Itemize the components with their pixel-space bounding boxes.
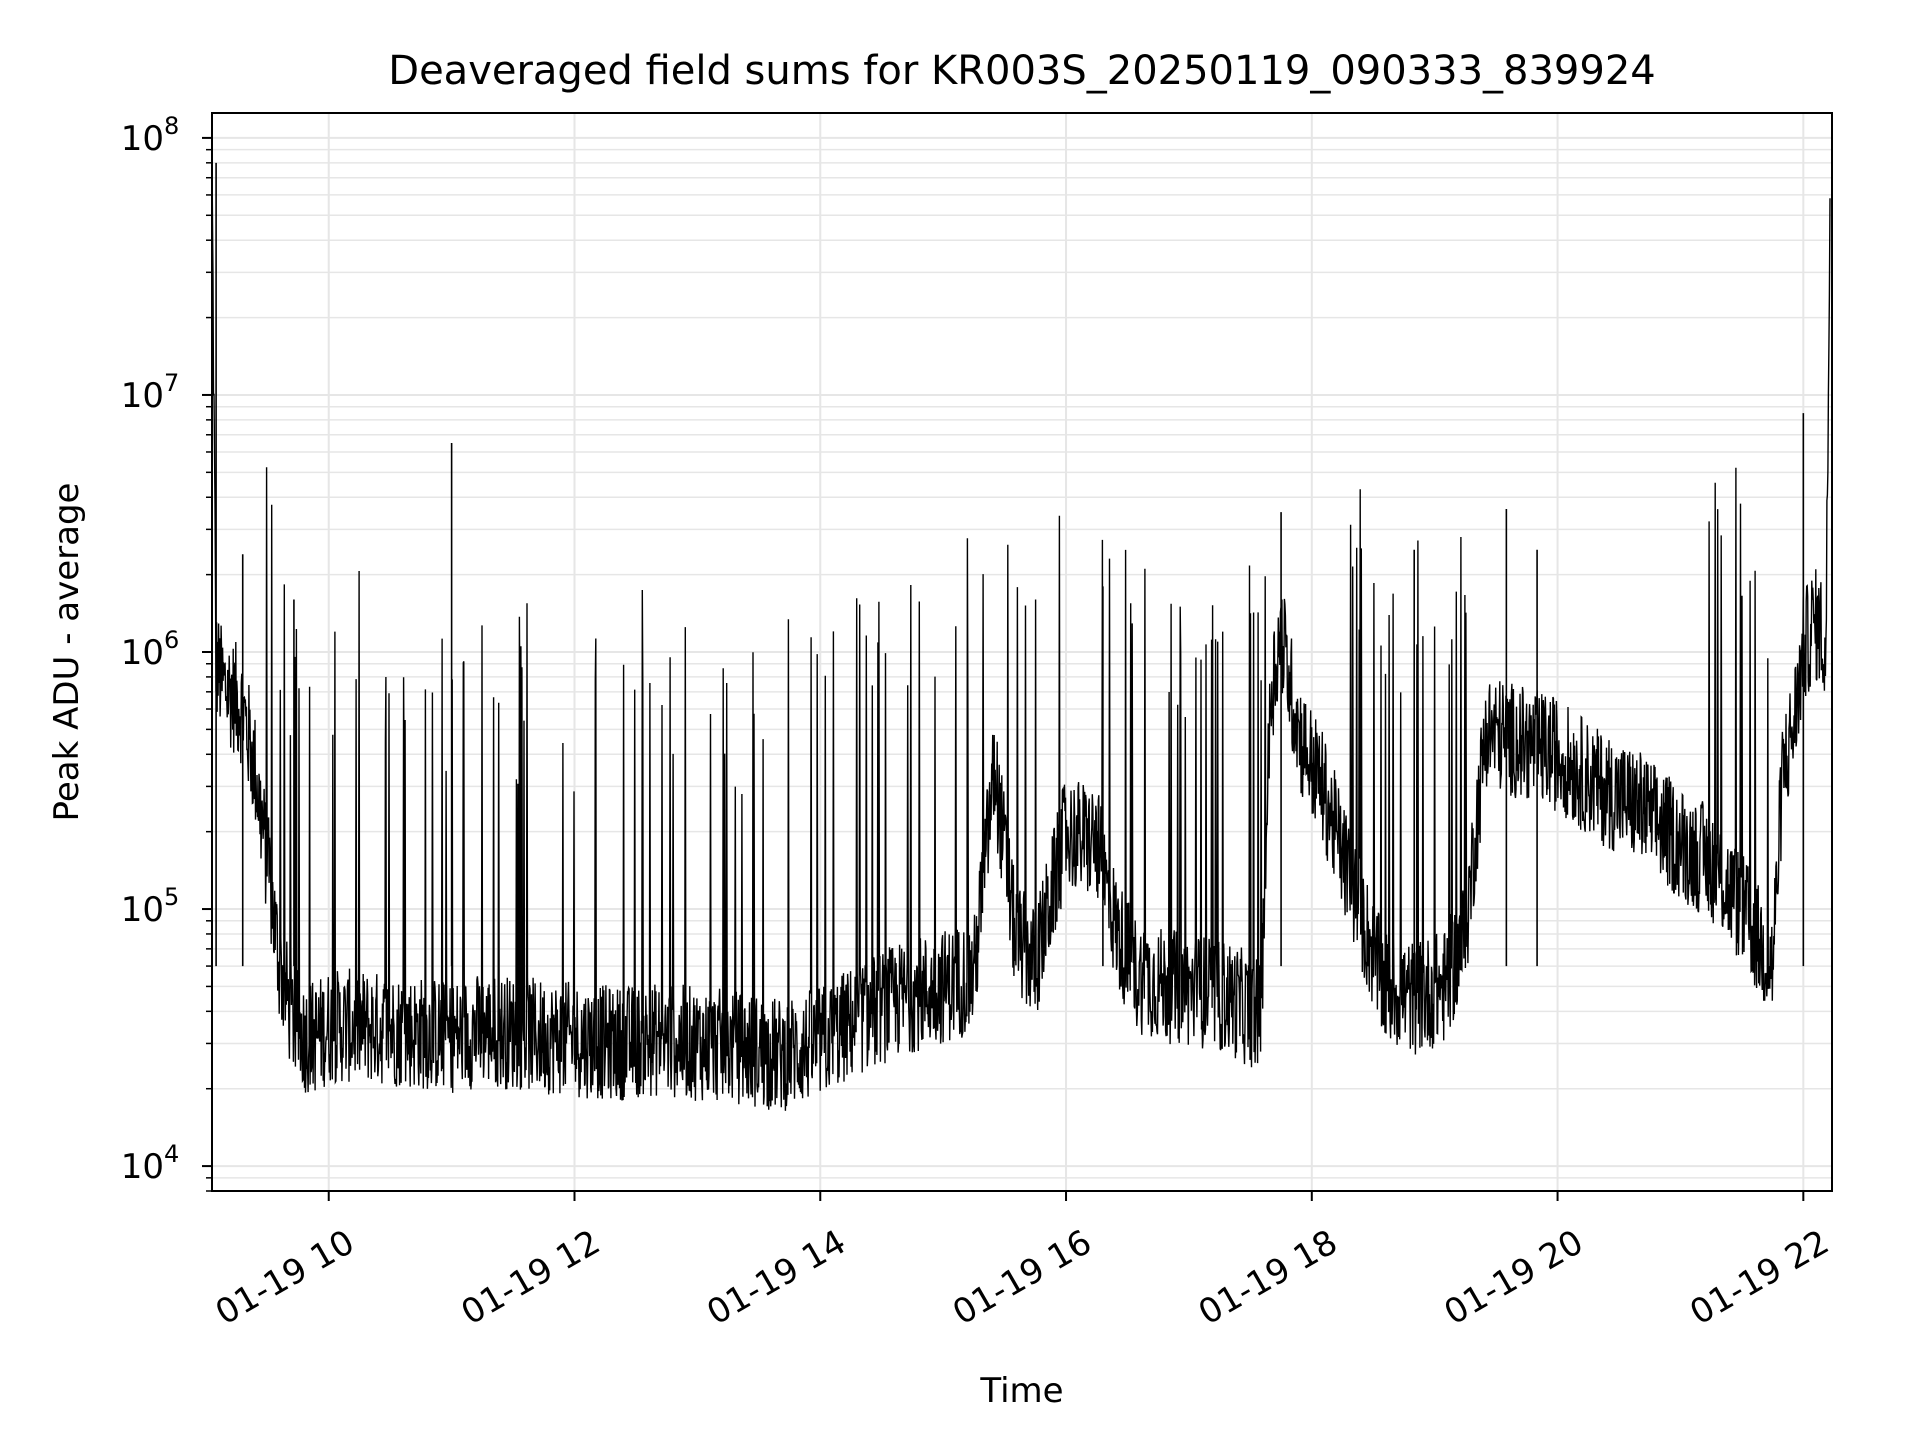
y-tick-label-exponent: 8: [164, 112, 179, 140]
y-tick-label: 104: [121, 1140, 180, 1187]
series-line: [211, 159, 1831, 1111]
y-tick-label: 107: [121, 369, 180, 416]
y-tick-label-base: 10: [121, 633, 164, 673]
y-tick-label-base: 10: [121, 376, 164, 416]
x-axis-label: Time: [979, 1371, 1063, 1411]
y-tick-label-base: 10: [121, 890, 164, 930]
y-tick-label-exponent: 7: [164, 369, 179, 397]
y-tick-label: 106: [121, 626, 180, 673]
y-tick-label: 108: [121, 112, 180, 159]
y-tick-label-base: 10: [121, 119, 164, 159]
y-tick-label-exponent: 4: [164, 1140, 179, 1168]
y-tick-label-exponent: 6: [164, 626, 179, 654]
y-axis-label: Peak ADU - average: [47, 483, 87, 822]
chart-title: Deaveraged field sums for KR003S_2025011…: [388, 48, 1655, 94]
y-tick-label: 105: [121, 883, 180, 930]
series-layer: [211, 159, 1831, 1111]
y-tick-label-exponent: 5: [164, 883, 179, 911]
y-tick-label-base: 10: [121, 1147, 164, 1187]
